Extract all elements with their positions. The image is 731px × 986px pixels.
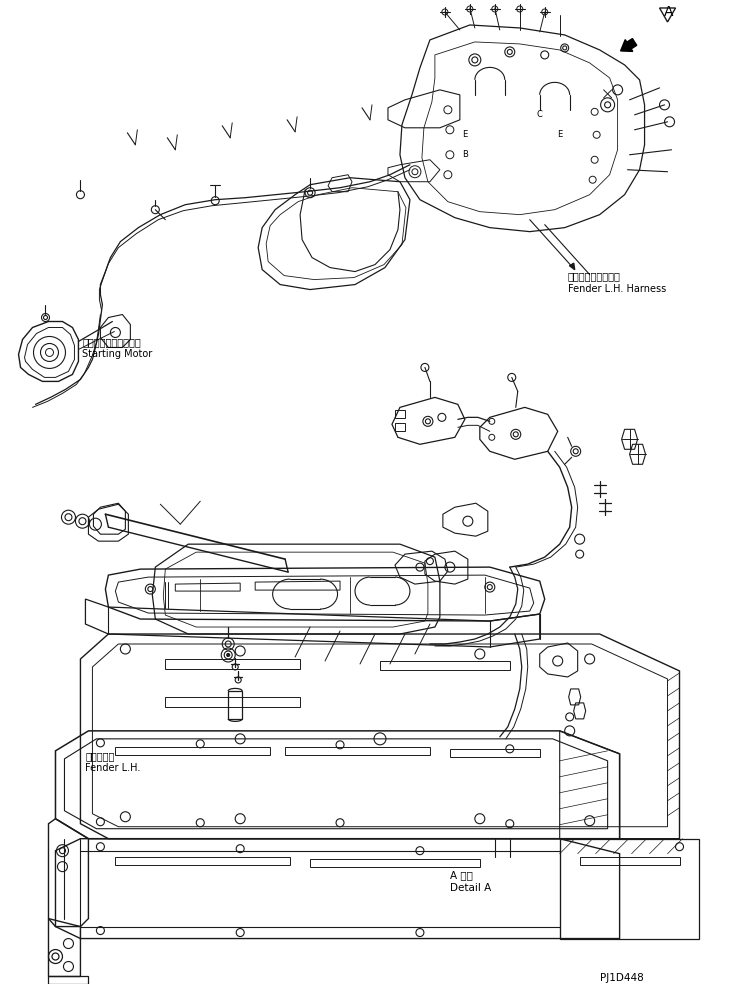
Text: C: C bbox=[537, 110, 542, 119]
Text: Detail A: Detail A bbox=[450, 882, 491, 892]
Text: E: E bbox=[557, 130, 562, 139]
Text: B: B bbox=[462, 150, 468, 160]
Text: Fender L.H. Harness: Fender L.H. Harness bbox=[568, 284, 666, 294]
Text: E: E bbox=[462, 130, 467, 139]
Text: A: A bbox=[664, 5, 673, 19]
Text: PJ1D448: PJ1D448 bbox=[599, 973, 643, 983]
FancyArrow shape bbox=[621, 38, 637, 51]
Circle shape bbox=[227, 654, 230, 657]
FancyArrow shape bbox=[569, 263, 575, 269]
Text: Starting Motor: Starting Motor bbox=[83, 349, 153, 360]
Text: A 詳細: A 詳細 bbox=[450, 871, 473, 880]
Text: スターティングモータ: スターティングモータ bbox=[83, 337, 141, 347]
Text: フェンダ左ハーネス: フェンダ左ハーネス bbox=[568, 271, 621, 282]
Text: Fender L.H.: Fender L.H. bbox=[86, 763, 141, 773]
Text: フェンダ左: フェンダ左 bbox=[86, 750, 115, 761]
